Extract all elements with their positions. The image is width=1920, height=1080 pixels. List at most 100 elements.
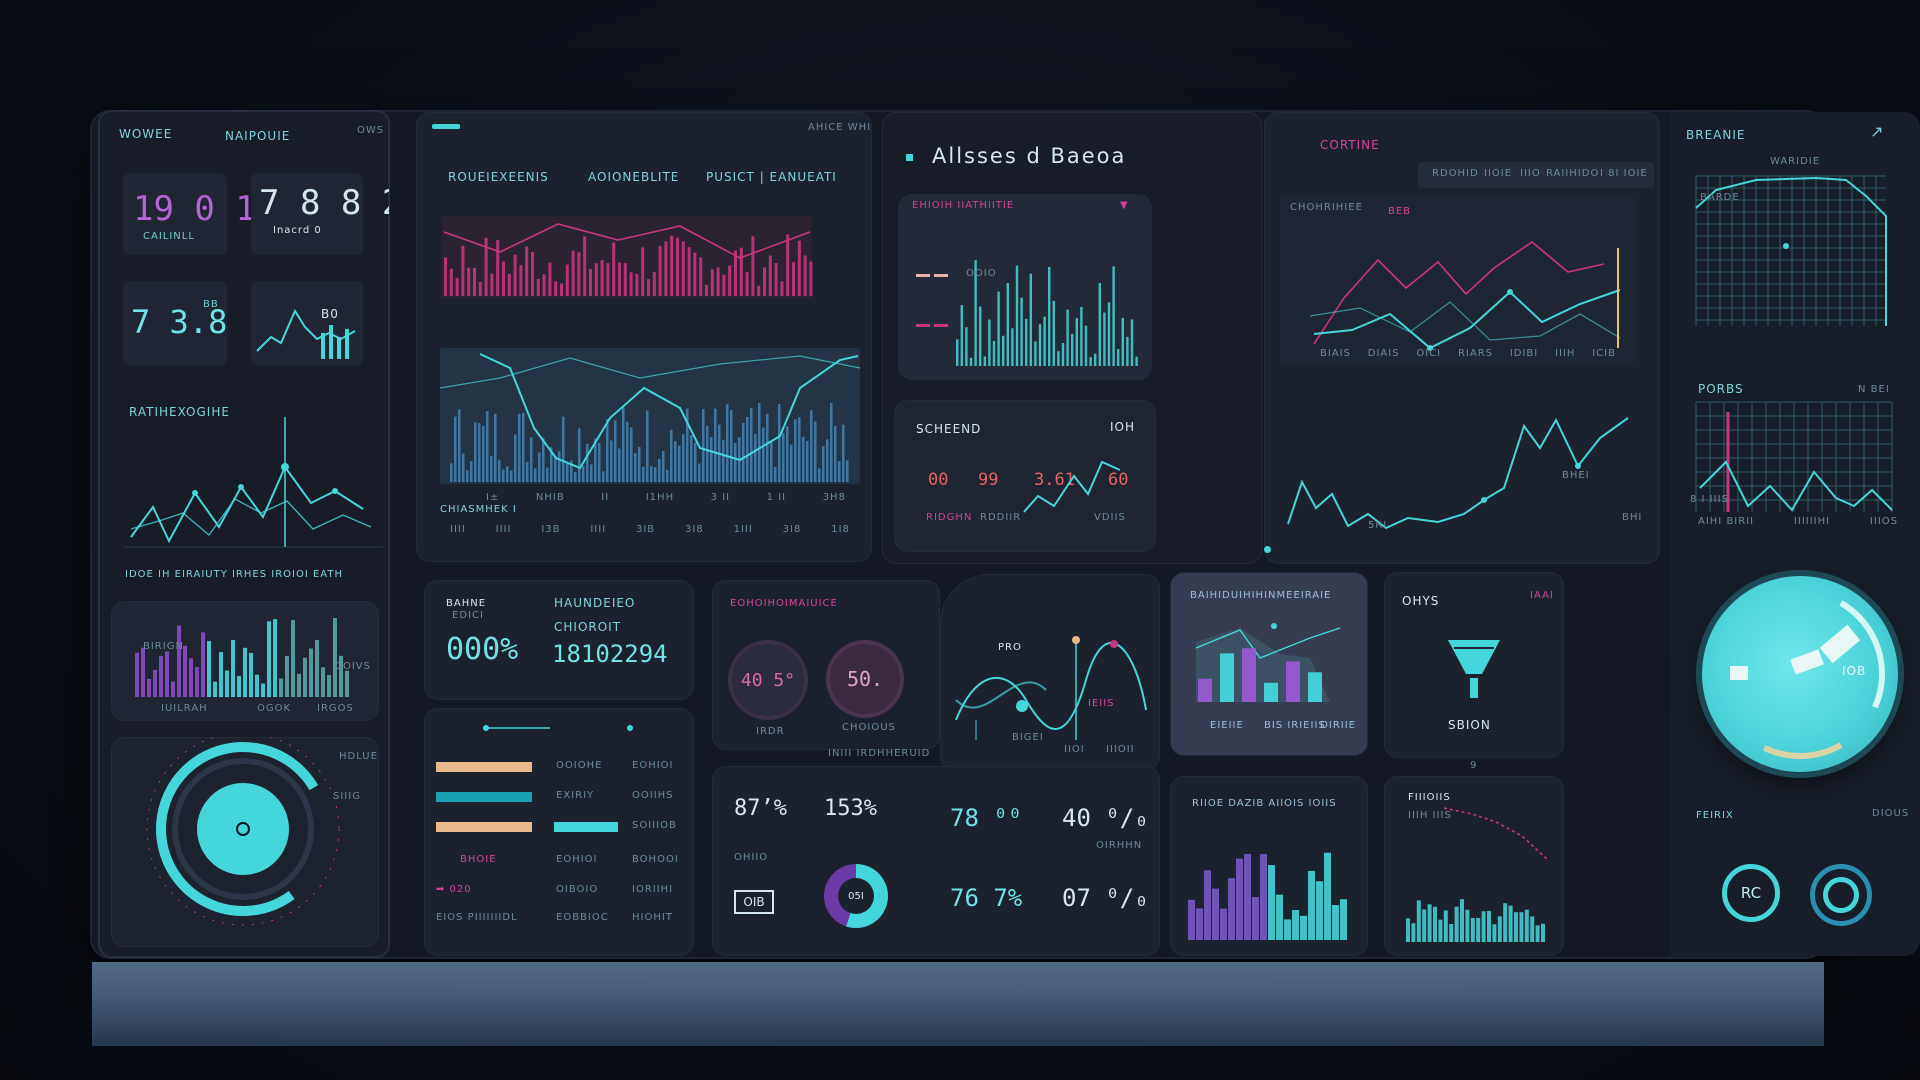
tab-2[interactable]: AOIONEBLITE xyxy=(588,170,680,184)
tab-1[interactable]: ROUEIEXEENIS xyxy=(448,170,549,184)
bar-mark xyxy=(1212,888,1219,940)
bar-mark xyxy=(213,681,217,697)
bar-mark xyxy=(694,442,697,482)
bar-mark xyxy=(484,237,488,296)
purple-chart-tile[interactable]: BAIHIDUIHIHINMEEIRAIE EIEIIE BIS IRIEIIS… xyxy=(1170,572,1368,756)
aligned-chart-dropdown[interactable]: ▼ xyxy=(1120,200,1129,211)
bars-chart xyxy=(1188,852,1347,940)
metric-tile-3[interactable]: 7 3.8 BB xyxy=(123,281,227,365)
bar-mark xyxy=(1220,653,1234,702)
bar-axis-1: IUILRAH xyxy=(161,703,208,714)
aligned-panel: Allsses d Baeoa EHIOIH IIATHIITIE ▼ OOIO… xyxy=(882,112,1262,564)
round-button-2[interactable] xyxy=(1810,864,1872,926)
center-top-panel: AHICE WHIL ROUEIEXEENIS AOIONEBLITE PUSI… xyxy=(416,112,872,562)
bar-mark xyxy=(1121,317,1124,366)
list-cell-a: EIOS PIIIIIIIDL xyxy=(436,912,518,923)
bar-mark xyxy=(566,462,569,482)
list-row[interactable]: EXIRIY OOIIHS xyxy=(436,790,676,806)
bar-mark xyxy=(974,260,977,366)
big-gauge[interactable]: IOB xyxy=(1702,576,1898,772)
right-sub-2: WARIDIE xyxy=(1770,156,1821,167)
gauges-tile: EOHOIHOIMAIUICE 40 5° IRDR 50. CHOIOUS xyxy=(712,580,940,750)
bar-mark xyxy=(763,267,766,296)
ring-tile[interactable]: HDLUE SIIIG xyxy=(111,737,379,947)
bar-mark xyxy=(610,440,613,482)
bar-mark xyxy=(261,683,265,697)
bar-mark xyxy=(1126,336,1129,366)
onyx-tile[interactable]: OHYS IAAI SBION xyxy=(1384,572,1564,758)
screened-tile[interactable]: SCHEEND IOH 00 99 3.61 60 RIDGHN RDDIIR … xyxy=(894,400,1156,552)
list-row[interactable]: ➡ 020 OIBOIO IORIIHI xyxy=(436,884,676,898)
bar-mark xyxy=(676,237,679,296)
list-row[interactable]: BHOIE EOHIOI BOHOOI xyxy=(436,854,678,868)
bank-tile[interactable]: BAHNE EDICI 000% HAUNDEIEO CHIOROIT 1810… xyxy=(424,580,694,700)
bar-mark xyxy=(658,246,662,296)
metric-tile-4[interactable]: B0 xyxy=(251,281,363,365)
list-row[interactable]: OOIOHE EOHIOI xyxy=(436,760,676,776)
gauge-circle-2[interactable]: 50. xyxy=(826,640,904,718)
screened-val-3: 3.61 xyxy=(1034,470,1075,490)
gauge-1-value: 40 5° xyxy=(740,669,796,691)
bar-mark xyxy=(642,466,645,482)
bar-mark xyxy=(842,424,845,482)
bar-axis-2: OGOK xyxy=(257,703,292,714)
bar-mark xyxy=(687,247,691,296)
bar-mark xyxy=(641,247,645,296)
list-cell-b: OOIIHS xyxy=(632,790,674,801)
stat-4: 40 ⁰/₀ xyxy=(1062,804,1149,832)
bar-mark xyxy=(548,262,552,296)
bar-mark xyxy=(586,443,589,482)
tab-3[interactable]: PUSICT | EANUEATI xyxy=(706,170,837,184)
pink-bars xyxy=(444,234,813,296)
bar-mark xyxy=(474,422,477,482)
coretine-tab-3[interactable]: IIIO xyxy=(1520,168,1541,179)
round-button-1[interactable]: RC xyxy=(1722,864,1780,922)
bar-mark xyxy=(455,278,459,296)
bar-mark xyxy=(702,409,705,482)
blue-purple-bars xyxy=(1188,852,1347,940)
donut-label: 05I xyxy=(848,890,864,902)
coretine-tab-4[interactable]: RAIIHIDO xyxy=(1546,168,1600,179)
bar-mark xyxy=(614,420,617,482)
bar-mark xyxy=(710,269,714,296)
coretine-tab-2[interactable]: IIOIE xyxy=(1484,168,1513,179)
coretine-tab-1[interactable]: RDOHID xyxy=(1432,168,1479,179)
gauge-circle-1[interactable]: 40 5° xyxy=(728,640,808,720)
bar-tile[interactable]: BIRIGN COIVS IUILRAH OGOK IRGOS xyxy=(111,601,379,721)
bar-mark xyxy=(522,412,525,482)
bars-tile[interactable]: RIIOE DAZIB AIIOIS IOIIS xyxy=(1170,776,1368,956)
screened-val-1: 00 xyxy=(928,470,949,490)
metric-value-2: 7 8 8 2° xyxy=(259,183,389,223)
bar-mark xyxy=(1503,903,1508,942)
axis-tick: IIII xyxy=(590,524,607,535)
list-row[interactable]: EIOS PIIIIIIIDL EOBBIOC HIOHIT xyxy=(436,912,676,926)
coretine-tab-5[interactable]: I 8I IOIE xyxy=(1600,168,1648,179)
donut-chart[interactable]: 05I xyxy=(824,864,888,928)
bar-mark xyxy=(770,441,773,482)
list-bar xyxy=(436,762,532,772)
fade-chart xyxy=(1406,807,1549,942)
list-cell-b: EOHIOI xyxy=(632,760,674,771)
list-row[interactable]: SOIIIOB xyxy=(436,820,676,836)
aligned-chart-tile[interactable]: EHIOIH IIATHIITIE ▼ OOIO xyxy=(898,194,1152,380)
metric-tile-1[interactable]: 19 0 1 CAILINLL xyxy=(123,173,256,255)
expand-icon-glyph[interactable]: ↗ xyxy=(1870,122,1885,141)
bar-mark xyxy=(141,647,145,697)
bar-mark xyxy=(1324,852,1331,940)
bar-mark xyxy=(279,678,283,697)
bar-mark xyxy=(1029,273,1032,366)
metric-tile-2[interactable]: 7 8 8 2° Inacrd 0 xyxy=(251,173,389,255)
metric-value-1: 19 0 1 xyxy=(133,189,256,229)
bar-mark xyxy=(1276,894,1283,940)
coretine-lower-point: BHEI xyxy=(1562,470,1590,481)
axis-tick: 1 II xyxy=(766,492,787,503)
bar-mark xyxy=(1292,910,1299,940)
bar-mark xyxy=(1411,923,1416,942)
bar-mark xyxy=(1034,341,1037,366)
axis-tick: I± xyxy=(486,492,500,503)
bar-mark xyxy=(1492,924,1497,942)
bar-mark xyxy=(1117,349,1120,366)
fade-tile[interactable]: FIIIOIIS IIIH IIIS xyxy=(1384,776,1564,956)
bar-mark xyxy=(809,261,813,296)
bar-mark xyxy=(1052,300,1055,366)
